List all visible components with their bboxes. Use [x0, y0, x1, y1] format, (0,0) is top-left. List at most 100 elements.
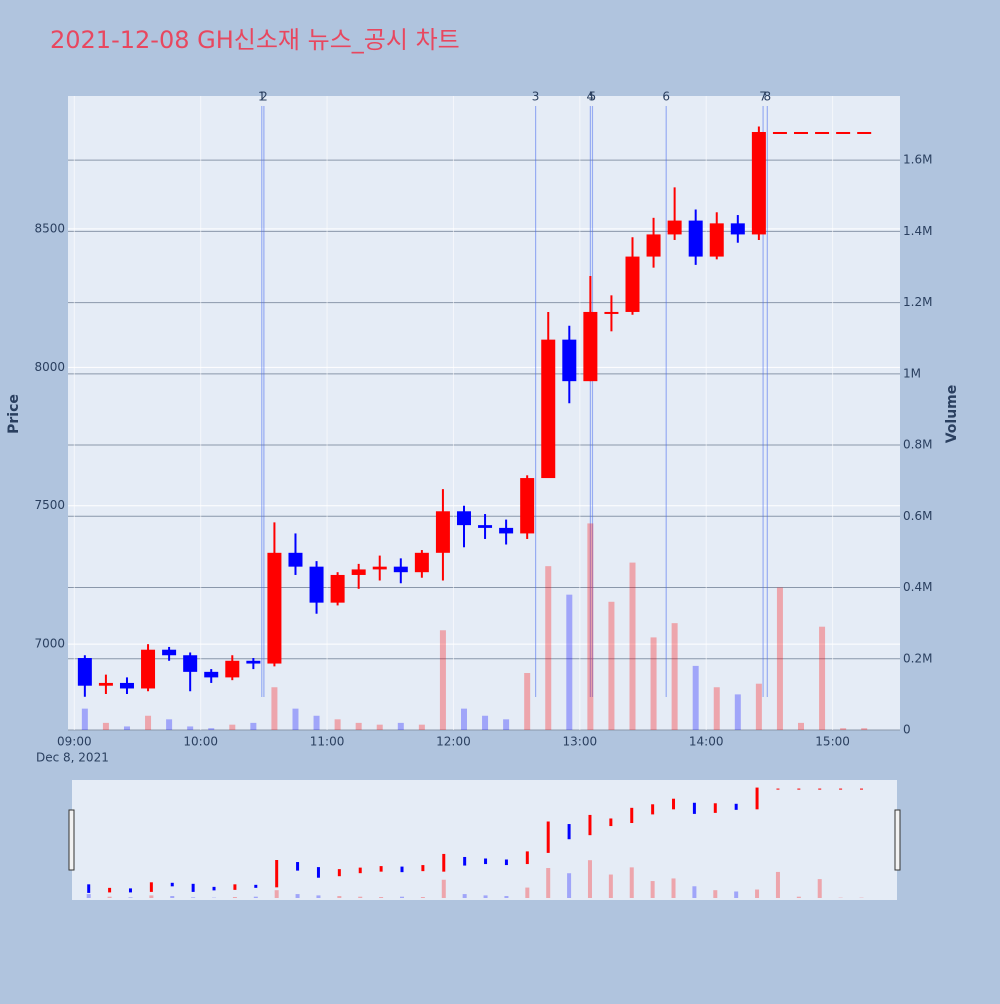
slider-handle-left[interactable] [69, 810, 74, 870]
slider-volume-bar [275, 890, 279, 898]
slider-volume-bar [776, 872, 780, 898]
slider-volume-bar [734, 891, 738, 898]
slider-volume-bar [191, 897, 195, 898]
slider-volume-bar [546, 868, 550, 898]
candle-body [794, 132, 808, 134]
slider-volume-bar [797, 897, 801, 898]
candle-body [120, 683, 134, 689]
volume-bar [735, 694, 741, 730]
slider-volume-bar [87, 894, 91, 898]
y2-tick-label: 0.2M [903, 651, 932, 665]
volume-bar [82, 709, 88, 730]
candle-body [267, 553, 281, 664]
candle-body [647, 234, 661, 256]
candle-body [836, 132, 850, 134]
plot-area [68, 96, 900, 730]
candle-body [310, 567, 324, 603]
slider-volume-bar [755, 890, 759, 898]
slider-volume-bar [316, 895, 320, 898]
volume-bar [756, 684, 762, 730]
slider-volume-bar [170, 896, 174, 898]
y2-tick-label: 0.4M [903, 580, 932, 594]
candle-body [752, 132, 766, 234]
candle-body [689, 221, 703, 257]
news-label: 5 [589, 90, 597, 104]
slider-volume-bar [651, 881, 655, 898]
candle-body [183, 655, 197, 672]
candle-body [773, 132, 787, 134]
candle-body [710, 223, 724, 256]
y2-tick-label: 1M [903, 366, 921, 380]
slider-volume-bar [254, 897, 258, 898]
y-tick-label: 8500 [34, 221, 65, 235]
slider-volume-bar [713, 890, 717, 898]
range-slider[interactable] [72, 780, 897, 900]
news-label: 8 [763, 90, 771, 104]
y2-axis-title: Volume [944, 385, 960, 444]
candle-body [331, 575, 345, 603]
candle-body [373, 567, 387, 570]
x-tick-label: 13:00 [563, 735, 598, 749]
news-label: 3 [532, 90, 540, 104]
y2-tick-label: 0 [903, 723, 911, 737]
volume-bar [292, 709, 298, 730]
slider-volume-bar [400, 897, 404, 898]
slider-volume-bar [442, 880, 446, 898]
candle-body [668, 221, 682, 235]
y2-tick-label: 1.6M [903, 153, 932, 167]
volume-bar [271, 687, 277, 730]
candle-body [225, 661, 239, 678]
candle-body [436, 511, 450, 553]
candle-body [162, 650, 176, 656]
candle-body [457, 511, 471, 525]
volume-bar [693, 666, 699, 730]
volume-bar [777, 588, 783, 730]
x-tick-label: 11:00 [310, 735, 345, 749]
volume-bar [250, 723, 256, 730]
slider-volume-bar [296, 894, 300, 898]
volume-bar [440, 630, 446, 730]
volume-bar [461, 709, 467, 730]
y2-tick-label: 0.8M [903, 438, 932, 452]
candle-body [394, 567, 408, 573]
slider-volume-bar [588, 860, 592, 898]
y2-tick-label: 1.4M [903, 224, 932, 238]
volume-bar [124, 726, 130, 730]
volume-bar [398, 723, 404, 730]
slider-volume-bar [672, 878, 676, 898]
candle-body [583, 312, 597, 381]
x-tick-label: 14:00 [689, 735, 724, 749]
volume-bar [503, 719, 509, 730]
slider-volume-bar [421, 897, 425, 898]
volume-bar [714, 687, 720, 730]
volume-bar [229, 725, 235, 730]
slider-volume-bar [504, 896, 508, 898]
y-tick-label: 7500 [34, 498, 65, 512]
candle-body [78, 658, 92, 686]
y2-tick-label: 1.2M [903, 295, 932, 309]
volume-bar [840, 728, 846, 730]
candle-body [288, 553, 302, 567]
volume-bar [819, 627, 825, 730]
volume-bar [419, 725, 425, 730]
chart-title: 2021-12-08 GH신소재 뉴스_공시 차트 [50, 26, 460, 54]
volume-bar [524, 673, 530, 730]
slider-volume-bar [128, 897, 132, 898]
volume-bar [356, 723, 362, 730]
volume-bar [335, 719, 341, 730]
volume-bar [608, 602, 614, 730]
volume-bar [482, 716, 488, 730]
candle-body [815, 132, 829, 134]
x-tick-label: 10:00 [183, 735, 218, 749]
slider-volume-bar [337, 896, 341, 898]
volume-bar [629, 563, 635, 730]
volume-bar [672, 623, 678, 730]
slider-volume-bar [692, 886, 696, 898]
candle-body [520, 478, 534, 533]
slider-handle-right[interactable] [895, 810, 900, 870]
candle-body [857, 132, 871, 134]
slider-volume-bar [149, 895, 153, 898]
volume-bar [861, 728, 867, 730]
y-axis-title: Price [6, 394, 22, 434]
y-tick-label: 7000 [34, 637, 65, 651]
